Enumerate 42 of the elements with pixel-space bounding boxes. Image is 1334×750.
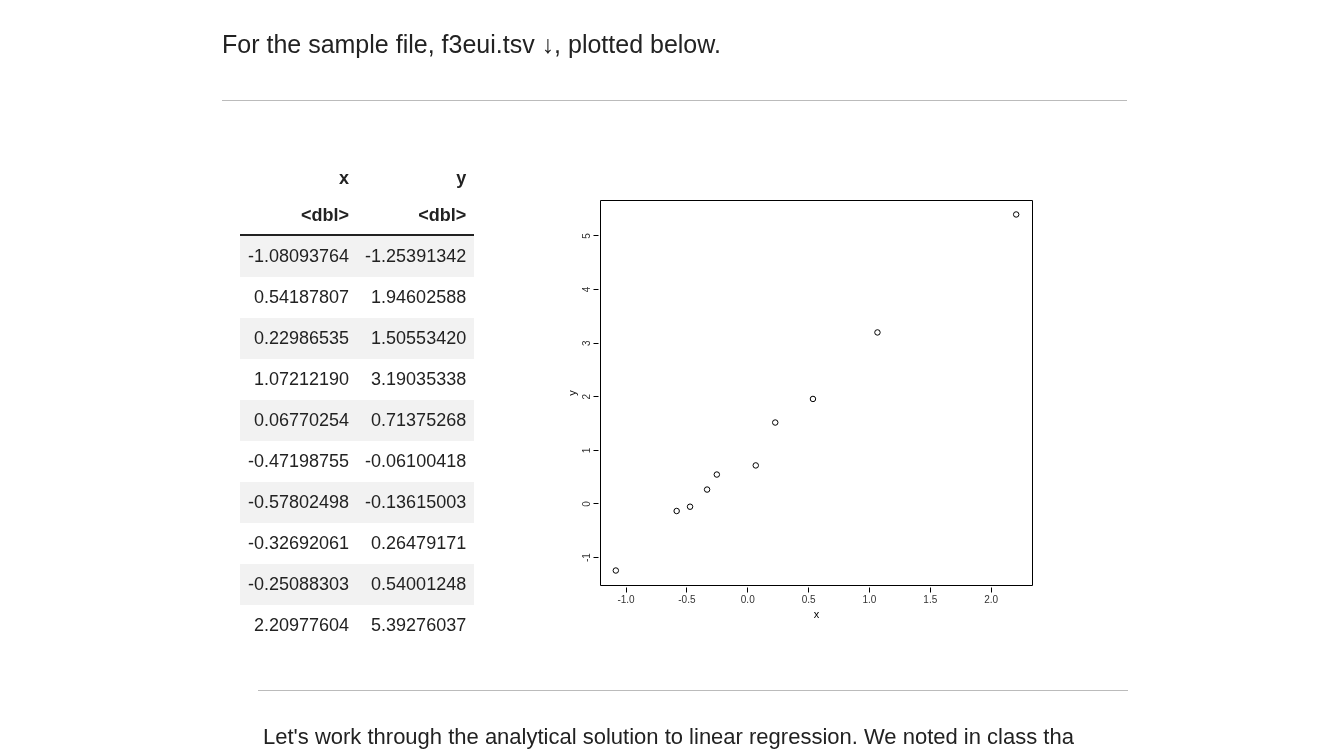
y-tick-label: 0: [580, 500, 592, 507]
text: -0.47198755: [247, 450, 351, 473]
text: -0.57802498: [240, 482, 358, 523]
text: 0.71375268: [357, 400, 475, 441]
text: -0.32692061: [247, 532, 351, 555]
text: 0.54001248: [357, 564, 475, 605]
x-tick-label: -1.0: [617, 593, 636, 605]
x-tick-label: 1.5: [923, 593, 938, 605]
y-axis-title: y: [565, 389, 578, 396]
text: 1.07212190: [253, 368, 351, 391]
text: 5.39276037: [370, 614, 468, 637]
text: y: [455, 167, 468, 190]
text: 1.50553420: [357, 318, 475, 359]
text: 2.20977604: [253, 614, 351, 637]
text: -1.25391342: [357, 235, 475, 277]
x-tick-label: -0.5: [678, 593, 696, 605]
y-tick-label: 5: [580, 232, 592, 239]
y-tick-label: 1: [580, 447, 592, 454]
y-tick-label: 2: [580, 393, 592, 400]
text: -1.08093764: [240, 235, 358, 277]
x-tick-label: 0.5: [801, 593, 816, 605]
y-tick-label: 4: [580, 286, 592, 293]
text: x: [338, 167, 351, 190]
text: 0.54187807: [253, 286, 351, 309]
text: -0.13615003: [357, 482, 475, 523]
text: Let's work through the analytical solution to linear regression. We noted in class tha: [263, 724, 1074, 750]
text: <dbl>: [240, 197, 358, 235]
y-tick-label: 3: [580, 339, 592, 346]
text: 0.26479171: [370, 532, 468, 555]
text: 0.06770254: [240, 400, 358, 441]
x-tick-label: 1.0: [862, 593, 877, 605]
x-tick-label: 0.0: [740, 593, 756, 605]
x-axis-title: x: [813, 607, 820, 620]
chart-title: For the sample file, f3eui.tsv ↓, plotted below.: [222, 30, 721, 59]
text: <dbl>: [357, 197, 475, 235]
text: 1.94602588: [370, 286, 468, 309]
text: 0.22986535: [240, 318, 358, 359]
x-tick-label: 2.0: [984, 593, 999, 605]
text: -0.25088303: [240, 564, 358, 605]
text: 3.19035338: [370, 368, 468, 391]
text: -0.06100418: [364, 450, 468, 473]
y-tick-label: -1: [580, 552, 592, 563]
